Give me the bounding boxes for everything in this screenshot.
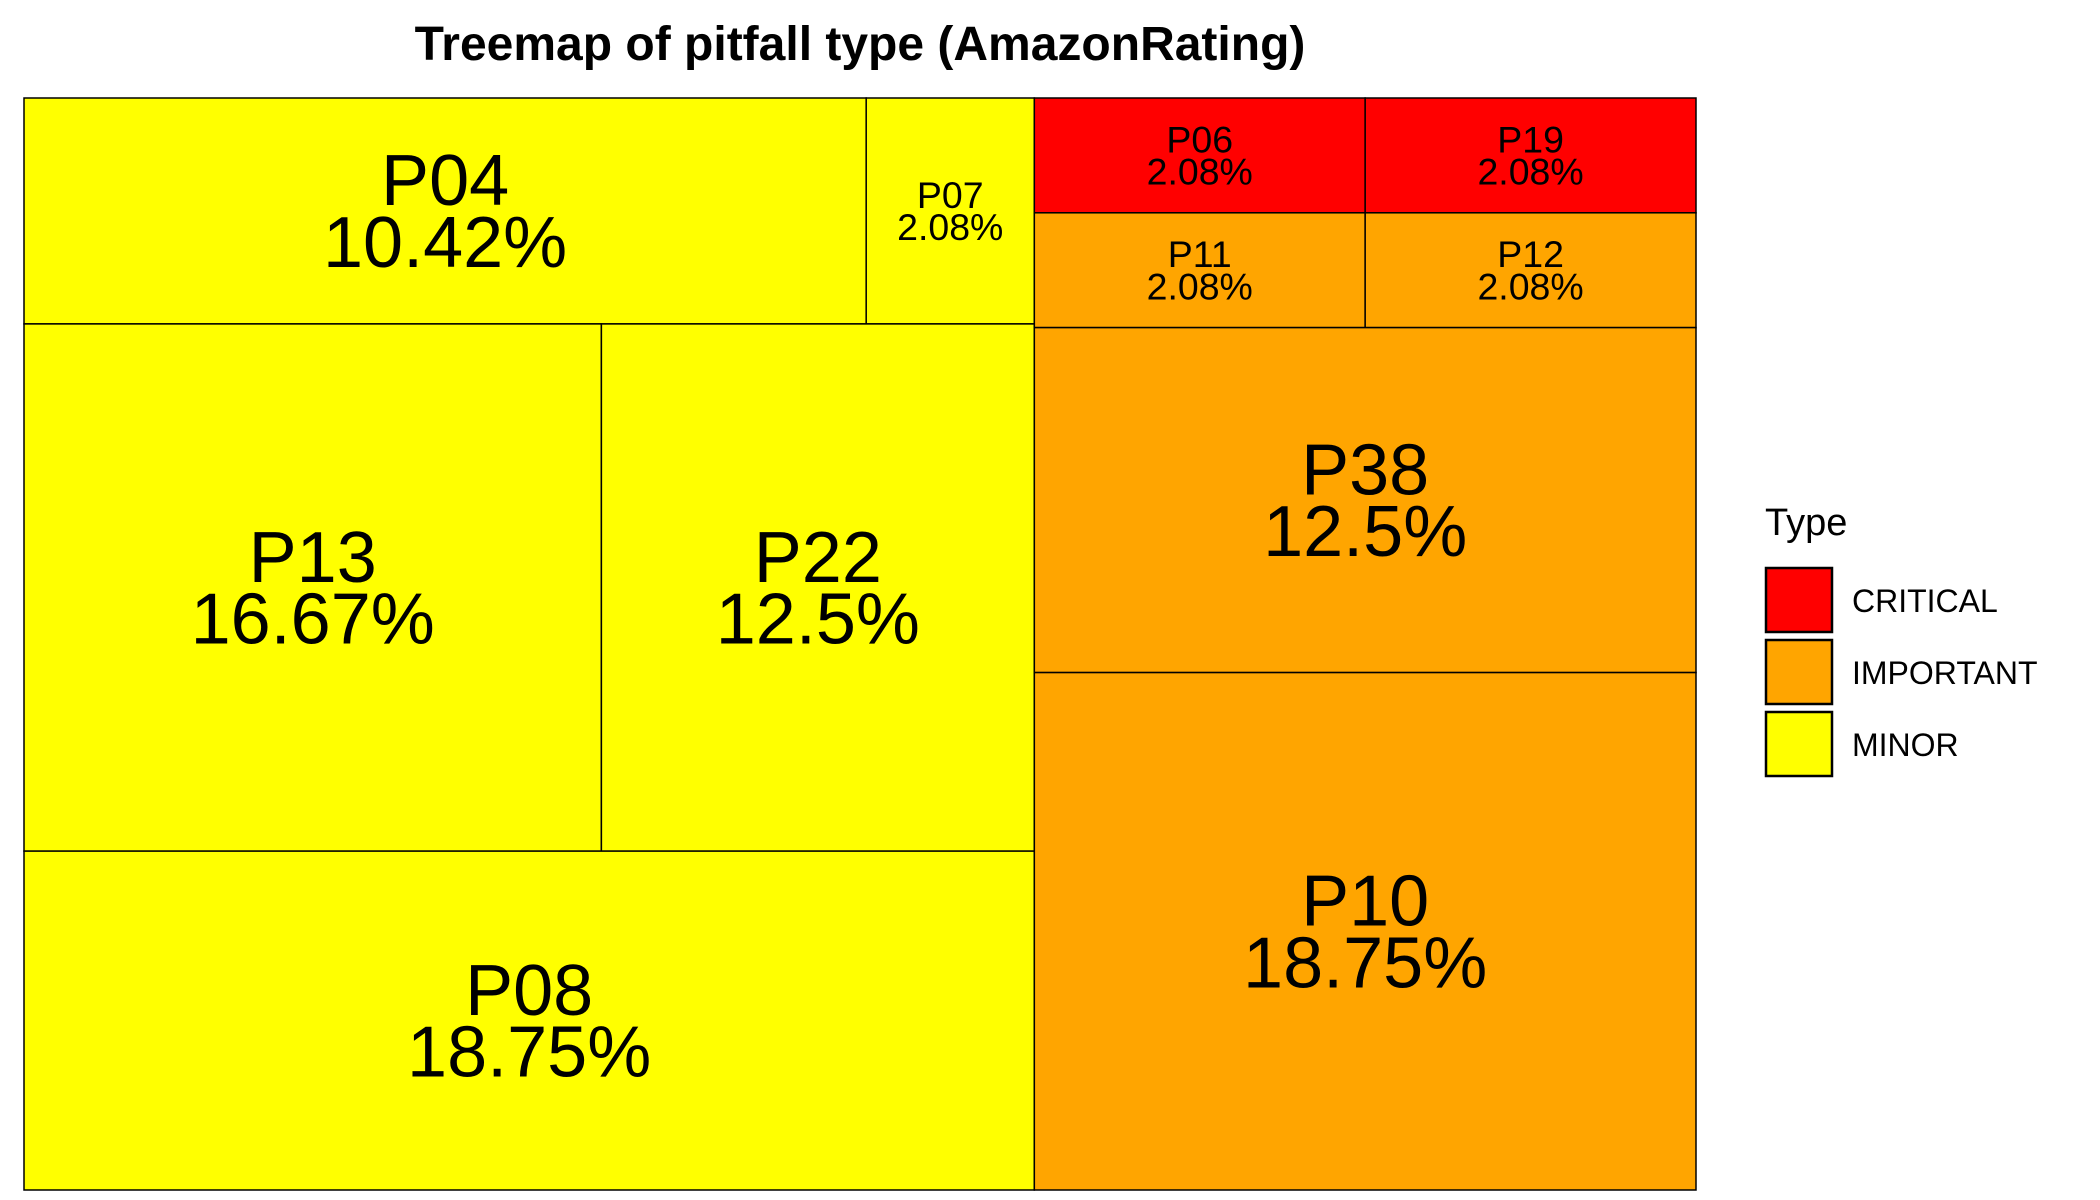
tile-name-p19: P19 bbox=[1497, 118, 1564, 160]
tile-rect-p22 bbox=[600, 323, 1036, 852]
legend-swatch-critical bbox=[1764, 566, 1834, 634]
tile-value-p08: 18.75% bbox=[407, 1013, 651, 1093]
legend-label-important: IMPORTANT bbox=[1852, 655, 2037, 691]
legend-label-minor: MINOR bbox=[1852, 727, 1959, 763]
tile-name-p22: P22 bbox=[754, 518, 882, 598]
legend-title: Type bbox=[1765, 502, 1847, 544]
tile-rect-p04 bbox=[23, 97, 867, 325]
tile-name-p13: P13 bbox=[249, 518, 377, 598]
tile-name-p06: P06 bbox=[1166, 118, 1233, 160]
tile-rect-p12 bbox=[1364, 212, 1697, 329]
tile-name-p10: P10 bbox=[1301, 862, 1429, 942]
tile-rect-p10 bbox=[1033, 671, 1697, 1191]
tile-value-p10: 18.75% bbox=[1243, 923, 1487, 1003]
legend-swatch-minor bbox=[1764, 710, 1834, 778]
tile-rect-p06 bbox=[1033, 97, 1366, 214]
tile-rect-p19 bbox=[1364, 97, 1697, 214]
tile-rect-p11 bbox=[1033, 212, 1366, 329]
tile-value-p38: 12.5% bbox=[1263, 492, 1467, 572]
tile-name-p11: P11 bbox=[1168, 233, 1232, 275]
tile-value-p12: 2.08% bbox=[1477, 265, 1583, 307]
tiles-layer: P0410.42%P072.08%P1316.67%P2212.5%P0818.… bbox=[23, 97, 1697, 1191]
tile-value-p04: 10.42% bbox=[323, 203, 567, 283]
tile-name-p08: P08 bbox=[465, 951, 593, 1031]
tile-value-p07: 2.08% bbox=[897, 206, 1003, 248]
tile-value-p11: 2.08% bbox=[1147, 265, 1253, 307]
tile-value-p19: 2.08% bbox=[1477, 151, 1583, 193]
tile-name-p04: P04 bbox=[381, 141, 509, 221]
legend-label-critical: CRITICAL bbox=[1852, 583, 1998, 619]
tile-name-p07: P07 bbox=[917, 174, 984, 216]
tile-name-p12: P12 bbox=[1497, 233, 1564, 275]
chart-title: Treemap of pitfall type (AmazonRating) bbox=[415, 18, 1306, 71]
legend-swatch-important bbox=[1764, 638, 1834, 706]
tile-rect-p07 bbox=[865, 97, 1036, 325]
tile-value-p06: 2.08% bbox=[1147, 151, 1253, 193]
tile-value-p13: 16.67% bbox=[191, 580, 435, 660]
tile-name-p38: P38 bbox=[1301, 430, 1429, 510]
tile-rect-p08 bbox=[23, 850, 1036, 1191]
legend: Type CRITICAL IMPORTANT MINOR bbox=[1764, 502, 2037, 778]
tile-rect-p13 bbox=[23, 323, 603, 852]
tile-value-p22: 12.5% bbox=[716, 580, 920, 660]
